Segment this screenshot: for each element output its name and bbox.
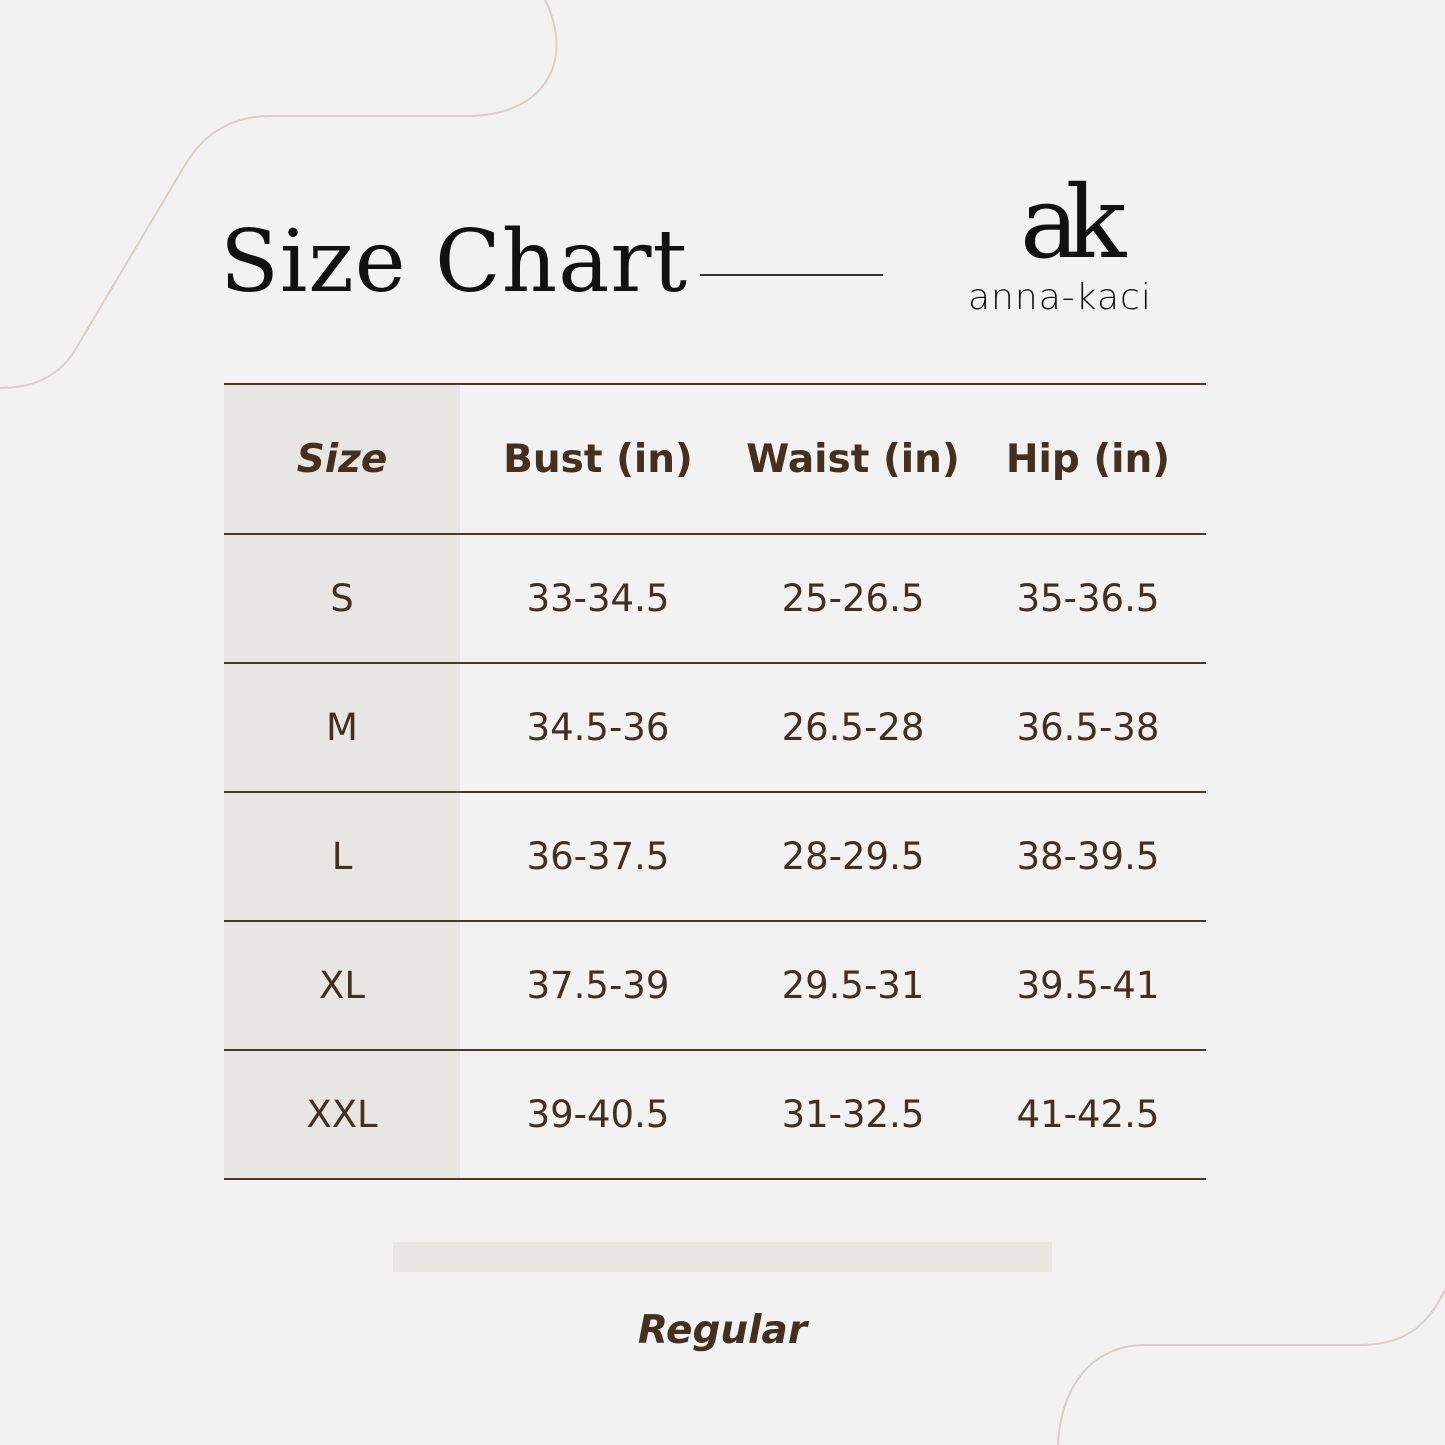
logo-wordmark: anna-kaci bbox=[968, 277, 1152, 318]
cell-size: M bbox=[326, 706, 358, 749]
cell-hip: 39.5-41 bbox=[1016, 964, 1160, 1007]
cell-size: XXL bbox=[306, 1093, 378, 1136]
cell-hip: 36.5-38 bbox=[1016, 706, 1160, 749]
page-title: Size Chart bbox=[220, 212, 689, 312]
header-size: Size bbox=[296, 436, 388, 482]
cell-bust: 37.5-39 bbox=[526, 964, 670, 1007]
cell-waist: 26.5-28 bbox=[781, 706, 925, 749]
brand-logo: ak anna-kaci bbox=[960, 165, 1190, 325]
fit-indicator-bar bbox=[393, 1242, 1052, 1272]
cell-waist: 28-29.5 bbox=[781, 835, 925, 878]
cell-size: L bbox=[331, 835, 353, 878]
cell-hip: 41-42.5 bbox=[1016, 1093, 1160, 1136]
cell-waist: 25-26.5 bbox=[781, 577, 925, 620]
title-divider bbox=[700, 274, 883, 276]
header-bust: Bust (in) bbox=[503, 436, 693, 482]
table-row: XXL 39-40.5 31-32.5 41-42.5 bbox=[224, 1049, 1206, 1180]
table-header-row: Size Bust (in) Waist (in) Hip (in) bbox=[224, 383, 1206, 533]
cell-hip: 38-39.5 bbox=[1016, 835, 1160, 878]
cell-size: S bbox=[330, 577, 354, 620]
table-row: XL 37.5-39 29.5-31 39.5-41 bbox=[224, 920, 1206, 1049]
table-row: S 33-34.5 25-26.5 35-36.5 bbox=[224, 533, 1206, 662]
cell-size: XL bbox=[319, 964, 365, 1007]
cell-bust: 34.5-36 bbox=[526, 706, 670, 749]
logo-monogram: ak bbox=[1020, 164, 1126, 281]
size-column-background bbox=[224, 385, 460, 1178]
cell-bust: 36-37.5 bbox=[526, 835, 670, 878]
table-row: L 36-37.5 28-29.5 38-39.5 bbox=[224, 791, 1206, 920]
table-row: M 34.5-36 26.5-28 36.5-38 bbox=[224, 662, 1206, 791]
cell-waist: 29.5-31 bbox=[781, 964, 925, 1007]
cell-bust: 33-34.5 bbox=[526, 577, 670, 620]
cell-hip: 35-36.5 bbox=[1016, 577, 1160, 620]
header-waist: Waist (in) bbox=[746, 436, 960, 482]
header-hip: Hip (in) bbox=[1005, 436, 1171, 482]
size-table: Size Bust (in) Waist (in) Hip (in) S 33-3… bbox=[224, 383, 1206, 1180]
cell-bust: 39-40.5 bbox=[526, 1093, 670, 1136]
cell-waist: 31-32.5 bbox=[781, 1093, 925, 1136]
fit-label: Regular bbox=[637, 1308, 808, 1353]
